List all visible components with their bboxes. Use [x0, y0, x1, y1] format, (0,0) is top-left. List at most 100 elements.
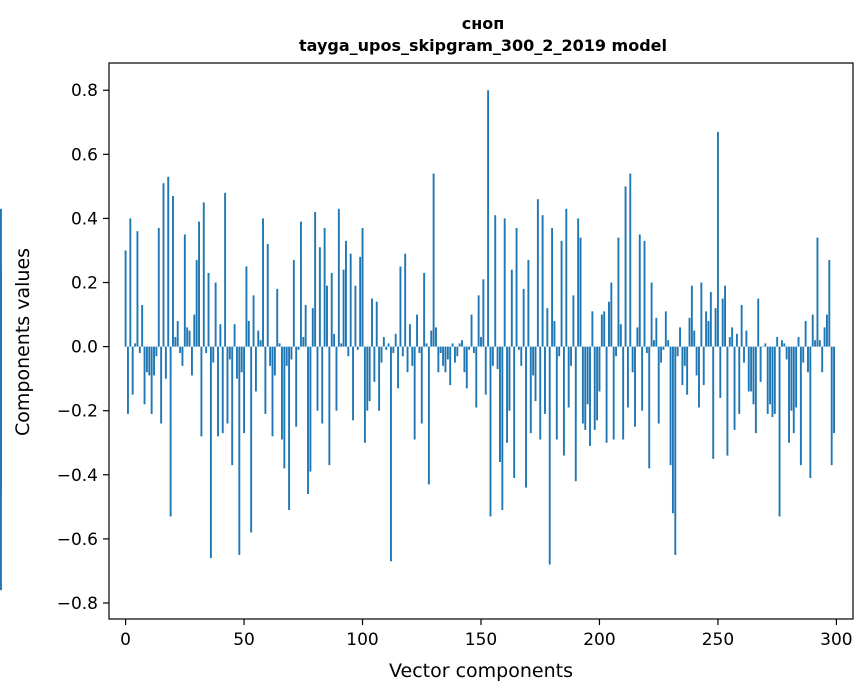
bar	[328, 346, 331, 466]
bar	[262, 218, 264, 347]
bar	[816, 237, 819, 347]
bar	[807, 346, 809, 373]
bar	[153, 346, 155, 376]
bar	[406, 346, 409, 373]
bar	[536, 199, 539, 347]
bar	[359, 256, 362, 347]
bar	[330, 272, 333, 347]
bar	[562, 346, 565, 456]
bar	[539, 346, 542, 440]
bar	[186, 327, 189, 347]
bar	[579, 237, 582, 347]
bar	[783, 343, 786, 347]
bar	[141, 304, 144, 347]
bar	[721, 298, 724, 347]
bar	[515, 228, 518, 347]
bar	[477, 295, 480, 347]
y-tick-label: 0.2	[71, 274, 98, 294]
bar	[285, 346, 288, 366]
bar	[404, 253, 407, 347]
bar	[752, 346, 755, 405]
bar	[458, 343, 461, 347]
bar	[546, 308, 549, 347]
bar	[449, 346, 452, 386]
bar	[169, 346, 172, 517]
bar	[416, 314, 418, 347]
bar	[811, 314, 814, 347]
bar	[408, 324, 411, 347]
bar	[273, 346, 276, 376]
bar	[645, 346, 648, 354]
bar	[529, 346, 532, 434]
bar	[271, 346, 274, 437]
bar	[802, 346, 805, 363]
bar	[451, 343, 454, 347]
bar	[648, 346, 651, 469]
bar	[771, 346, 774, 418]
bar	[226, 346, 229, 424]
bar	[385, 346, 388, 350]
bar	[337, 208, 340, 347]
bar	[124, 250, 127, 347]
bar	[574, 346, 577, 482]
bar	[679, 327, 681, 347]
bar	[612, 346, 615, 440]
bar	[496, 346, 499, 370]
bar	[499, 346, 501, 462]
y-tick-label: 0.8	[71, 81, 98, 101]
bar	[432, 173, 435, 347]
bar	[217, 346, 219, 437]
bar	[444, 346, 447, 373]
bar	[636, 327, 639, 347]
bar	[304, 304, 307, 347]
bar	[0, 346, 2, 495]
bar	[252, 295, 255, 347]
bar	[394, 333, 397, 347]
bar	[814, 340, 817, 347]
bar	[290, 346, 293, 360]
bar	[131, 346, 134, 395]
bar	[200, 346, 203, 437]
bar	[716, 131, 719, 347]
bar	[371, 298, 373, 347]
bar	[551, 228, 554, 347]
bar	[700, 282, 703, 347]
bar	[423, 272, 426, 347]
bar	[340, 343, 343, 347]
bar	[288, 346, 291, 511]
bar	[702, 346, 705, 386]
bar	[548, 346, 551, 565]
bar	[181, 346, 184, 366]
bar	[482, 279, 485, 347]
bar	[174, 336, 177, 347]
bar	[202, 202, 205, 347]
bar	[709, 292, 712, 347]
bar	[577, 218, 580, 347]
bar	[555, 346, 558, 440]
bar	[143, 346, 146, 405]
bar	[326, 285, 328, 347]
bar	[475, 346, 478, 408]
bar	[508, 346, 511, 411]
bar	[638, 234, 641, 347]
bar	[136, 231, 139, 347]
bar	[172, 195, 174, 347]
bar	[266, 244, 269, 347]
bar	[470, 314, 473, 347]
bar	[399, 266, 402, 347]
bar	[430, 330, 433, 347]
bar	[558, 346, 561, 357]
bar	[750, 346, 753, 392]
plot-frame	[108, 62, 854, 620]
y-tick-label: 0.0	[71, 338, 98, 358]
bar	[456, 346, 459, 357]
x-tick-label: 200	[583, 630, 615, 650]
bar	[776, 336, 779, 347]
bar	[631, 346, 634, 373]
bar	[243, 346, 246, 434]
bar	[162, 183, 165, 347]
bar	[833, 346, 835, 434]
bar	[565, 208, 568, 347]
bar	[127, 346, 129, 414]
bar	[468, 346, 471, 350]
